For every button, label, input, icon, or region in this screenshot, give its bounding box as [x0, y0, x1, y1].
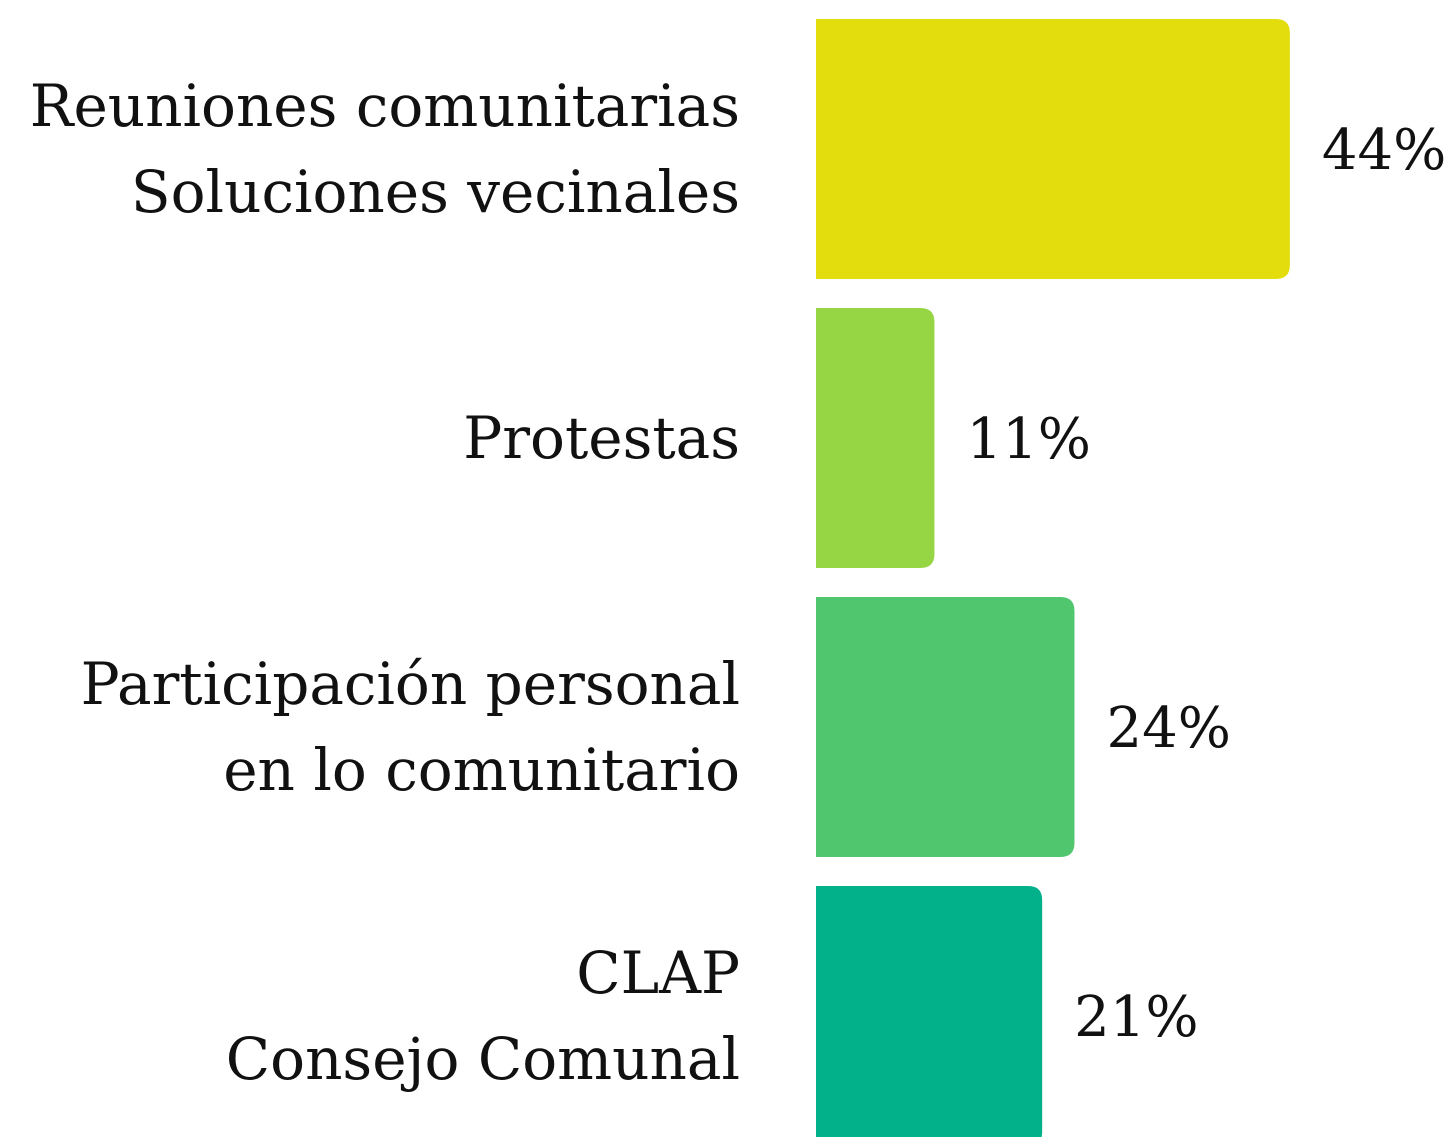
- bar: [816, 19, 1290, 279]
- value-label: 24%: [1106, 696, 1230, 761]
- category-label: Participación personal: [81, 650, 740, 718]
- bar: [816, 308, 935, 568]
- value-label: 11%: [966, 407, 1090, 472]
- category-label: CLAP: [576, 939, 740, 1007]
- value-label: 44%: [1322, 118, 1446, 183]
- value-label: 21%: [1074, 985, 1198, 1050]
- category-label: Soluciones vecinales: [131, 158, 740, 226]
- category-label: Protestas: [463, 404, 740, 472]
- bar: [816, 886, 1043, 1137]
- category-label: Reuniones comunitarias: [30, 72, 740, 140]
- category-label: Consejo Comunal: [226, 1025, 740, 1093]
- category-label: en lo comunitario: [223, 736, 740, 804]
- bar: [816, 597, 1075, 857]
